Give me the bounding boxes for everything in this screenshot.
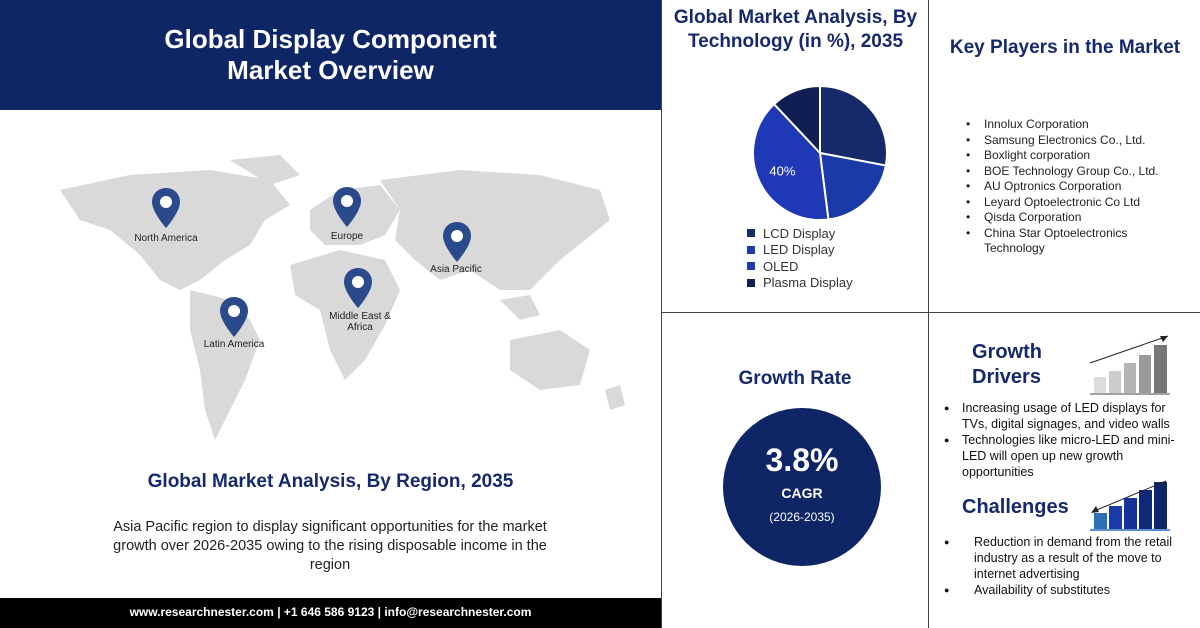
region-text: Asia Pacific region to display significa…: [113, 519, 547, 573]
pie-slice-plasma-display: [772, 85, 821, 156]
cagr-label: CAGR: [781, 485, 823, 501]
legend-item: Plasma Display: [747, 275, 853, 292]
key-players-list: Innolux CorporationSamsung Electronics C…: [966, 117, 1166, 257]
legend-item: LED Display: [747, 242, 853, 259]
pie-chart: 40%: [752, 85, 888, 221]
drivers-title: Growth Drivers: [972, 341, 1042, 388]
divider: [661, 0, 662, 628]
map-pin-icon: [443, 222, 471, 262]
region-label: Europe: [330, 231, 364, 242]
list-item: Reduction in demand from the retail indu…: [944, 534, 1174, 582]
list-item: Qisda Corporation: [966, 210, 1166, 226]
pie-slice-oled: [752, 102, 830, 221]
key-players-title: Key Players in the Market: [949, 37, 1181, 58]
region-label: Middle East & Africa: [329, 311, 391, 333]
divider: [928, 0, 929, 628]
legend-item: OLED: [747, 258, 853, 275]
divider: [661, 312, 1200, 313]
header-banner: Global Display Component Market Overview: [0, 0, 661, 110]
region-label: Latin America: [203, 339, 265, 350]
declining-bars-icon: [1090, 480, 1170, 531]
legend-swatch: [747, 245, 755, 254]
list-item: BOE Technology Group Co., Ltd.: [966, 164, 1166, 180]
list-item: Increasing usage of LED displays for TVs…: [944, 400, 1184, 432]
list-item: Boxlight corporation: [966, 148, 1166, 164]
drivers-list: Increasing usage of LED displays for TVs…: [944, 400, 1184, 480]
region-label: North America: [134, 233, 198, 244]
map-pin-icon: [220, 297, 248, 337]
map-pin-icon: [333, 187, 361, 227]
list-item: Samsung Electronics Co., Ltd.: [966, 133, 1166, 149]
legend-swatch: [747, 262, 755, 271]
challenges-title: Challenges: [962, 496, 1069, 518]
pie-slice-led-display: [818, 151, 887, 221]
growth-bars-icon: [1089, 335, 1170, 395]
pie-slice-lcd-display: [819, 85, 888, 167]
cagr-circle: 3.8% CAGR (2026-2035): [723, 408, 881, 566]
list-item: Availability of substitutes: [944, 582, 1174, 598]
pie-legend: LCD Display LED Display OLED Plasma Disp…: [747, 225, 853, 291]
world-map: [60, 155, 625, 440]
list-item: Technologies like micro-LED and mini-LED…: [944, 432, 1184, 480]
footer-contact: www.researchnester.com | +1 646 586 9123…: [0, 598, 661, 628]
region-label: Asia Pacific: [430, 264, 482, 275]
technology-title: Global Market Analysis, By Technology (i…: [673, 7, 918, 52]
challenges-list: Reduction in demand from the retail indu…: [944, 534, 1174, 598]
region-title: Global Market Analysis, By Region, 2035: [147, 471, 514, 492]
pie-data-label: 40%: [769, 164, 795, 179]
map-pin-icon: [344, 268, 372, 308]
list-item: Leyard Optoelectronic Co Ltd: [966, 195, 1166, 211]
legend-swatch: [747, 278, 755, 287]
legend-swatch: [747, 229, 755, 238]
list-item: AU Optronics Corporation: [966, 179, 1166, 195]
list-item: Innolux Corporation: [966, 117, 1166, 133]
page-title: Global Display Component Market Overview: [164, 24, 497, 85]
list-item: China Star Optoelectronics Technology: [966, 226, 1166, 257]
legend-item: LCD Display: [747, 225, 853, 242]
growth-rate-title: Growth Rate: [738, 368, 852, 389]
map-pin-icon: [152, 188, 180, 228]
cagr-value: 3.8%: [765, 442, 839, 478]
cagr-period: (2026-2035): [769, 510, 835, 524]
